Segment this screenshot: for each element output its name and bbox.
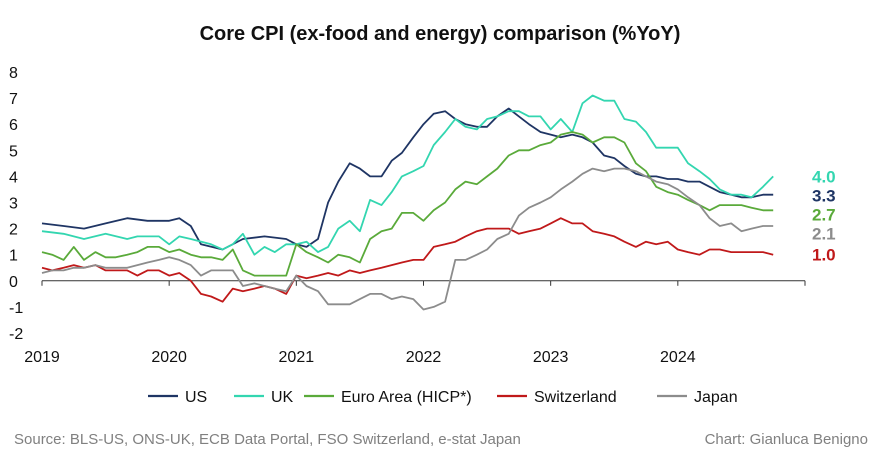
source-note: Source: BLS-US, ONS-UK, ECB Data Portal,… bbox=[14, 431, 521, 448]
x-tick-label: 2019 bbox=[24, 349, 60, 366]
series-line bbox=[41, 107, 774, 251]
y-tick-label: 4 bbox=[9, 169, 18, 186]
y-tick-label: 2 bbox=[9, 222, 18, 239]
chart-title: Core CPI (ex-food and energy) comparison… bbox=[200, 23, 681, 45]
series-end-label: 2.1 bbox=[812, 224, 836, 243]
y-tick-label: 6 bbox=[9, 117, 18, 134]
series-end-label: 1.0 bbox=[812, 246, 836, 265]
x-tick-label: 2024 bbox=[660, 349, 696, 366]
end-labels: 4.03.32.72.1 1.0 bbox=[812, 167, 836, 264]
y-tick-label: 7 bbox=[9, 91, 18, 108]
legend-label: Euro Area (HICP*) bbox=[341, 389, 472, 406]
legend: US UK Euro Area (HICP*) Switzerland Japan bbox=[148, 389, 738, 406]
y-tick-label: -2 bbox=[9, 326, 23, 343]
series-end-label: 2.7 bbox=[812, 205, 836, 224]
series-line bbox=[41, 94, 774, 256]
series-end-label: 3.3 bbox=[812, 186, 836, 205]
x-axis: 2019 2020 2021 2022 2023 2024 bbox=[24, 280, 806, 366]
legend-label: Japan bbox=[694, 389, 738, 406]
y-axis: -2 -1 0 1 2 3 4 5 6 7 8 bbox=[9, 65, 23, 343]
x-tick-label: 2020 bbox=[151, 349, 187, 366]
chart-credit: Chart: Gianluca Benigno bbox=[705, 431, 868, 448]
y-tick-label: 1 bbox=[9, 248, 18, 265]
series-end-label: 4.0 bbox=[812, 167, 836, 186]
series-lines bbox=[41, 94, 774, 311]
legend-label: US bbox=[185, 389, 207, 406]
y-tick-label: 0 bbox=[9, 274, 18, 291]
y-tick-label: 8 bbox=[9, 65, 18, 82]
x-tick-label: 2023 bbox=[533, 349, 569, 366]
series-line bbox=[41, 167, 774, 311]
legend-label: UK bbox=[271, 389, 294, 406]
y-tick-label: 3 bbox=[9, 196, 18, 213]
y-tick-label: -1 bbox=[9, 300, 23, 317]
series-line bbox=[41, 131, 774, 277]
x-tick-label: 2021 bbox=[279, 349, 315, 366]
series-line bbox=[41, 217, 774, 303]
legend-label: Switzerland bbox=[534, 389, 617, 406]
x-tick-label: 2022 bbox=[406, 349, 442, 366]
y-tick-label: 5 bbox=[9, 143, 18, 160]
